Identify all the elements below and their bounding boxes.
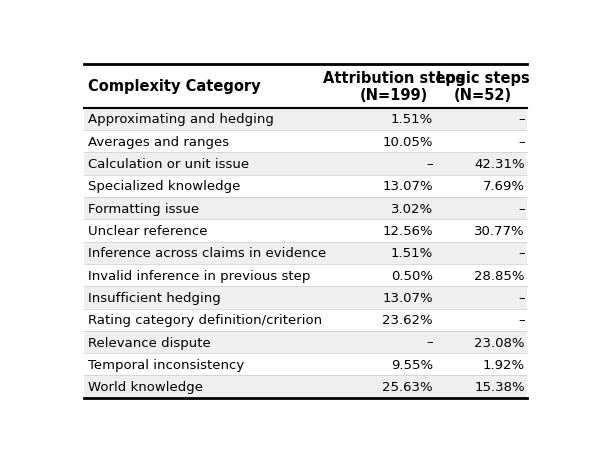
Bar xyxy=(83,108,527,131)
Bar xyxy=(83,242,527,264)
Text: Calculation or unit issue: Calculation or unit issue xyxy=(88,157,250,171)
Text: Formatting issue: Formatting issue xyxy=(88,202,200,215)
Text: –: – xyxy=(519,291,525,304)
Bar xyxy=(83,376,527,398)
Text: 25.63%: 25.63% xyxy=(382,380,433,393)
Text: Temporal inconsistency: Temporal inconsistency xyxy=(88,358,244,371)
Text: 12.56%: 12.56% xyxy=(382,224,433,238)
Text: Insufficient hedging: Insufficient hedging xyxy=(88,291,221,304)
Text: Rating category definition/criterion: Rating category definition/criterion xyxy=(88,313,322,327)
Text: Unclear reference: Unclear reference xyxy=(88,224,208,238)
Bar xyxy=(83,287,527,309)
Text: –: – xyxy=(519,202,525,215)
Text: –: – xyxy=(519,313,525,327)
Text: Relevance dispute: Relevance dispute xyxy=(88,336,211,349)
Text: 28.85%: 28.85% xyxy=(474,269,525,282)
Text: Approximating and hedging: Approximating and hedging xyxy=(88,113,274,126)
Text: 0.50%: 0.50% xyxy=(391,269,433,282)
Text: –: – xyxy=(426,336,433,349)
Text: –: – xyxy=(519,113,525,126)
Text: Averages and ranges: Averages and ranges xyxy=(88,135,229,148)
Text: Attribution steps
(N=199): Attribution steps (N=199) xyxy=(323,71,465,103)
Text: 3.02%: 3.02% xyxy=(391,202,433,215)
Text: –: – xyxy=(426,157,433,171)
Text: 23.62%: 23.62% xyxy=(382,313,433,327)
Text: 9.55%: 9.55% xyxy=(391,358,433,371)
Text: 1.51%: 1.51% xyxy=(391,113,433,126)
Bar xyxy=(83,153,527,175)
Text: World knowledge: World knowledge xyxy=(88,380,203,393)
Text: 1.51%: 1.51% xyxy=(391,247,433,260)
Text: Logic steps
(N=52): Logic steps (N=52) xyxy=(436,71,530,103)
Text: 15.38%: 15.38% xyxy=(474,380,525,393)
Text: 13.07%: 13.07% xyxy=(382,291,433,304)
Text: –: – xyxy=(519,247,525,260)
Text: 1.92%: 1.92% xyxy=(483,358,525,371)
Text: 7.69%: 7.69% xyxy=(483,180,525,193)
Text: 30.77%: 30.77% xyxy=(474,224,525,238)
Text: 13.07%: 13.07% xyxy=(382,180,433,193)
Text: 23.08%: 23.08% xyxy=(474,336,525,349)
Bar xyxy=(83,331,527,354)
Text: Inference across claims in evidence: Inference across claims in evidence xyxy=(88,247,327,260)
Text: Specialized knowledge: Specialized knowledge xyxy=(88,180,241,193)
Text: Invalid inference in previous step: Invalid inference in previous step xyxy=(88,269,311,282)
Text: 10.05%: 10.05% xyxy=(383,135,433,148)
Text: 42.31%: 42.31% xyxy=(474,157,525,171)
Text: –: – xyxy=(519,135,525,148)
Bar xyxy=(83,197,527,220)
Text: Complexity Category: Complexity Category xyxy=(88,79,261,94)
